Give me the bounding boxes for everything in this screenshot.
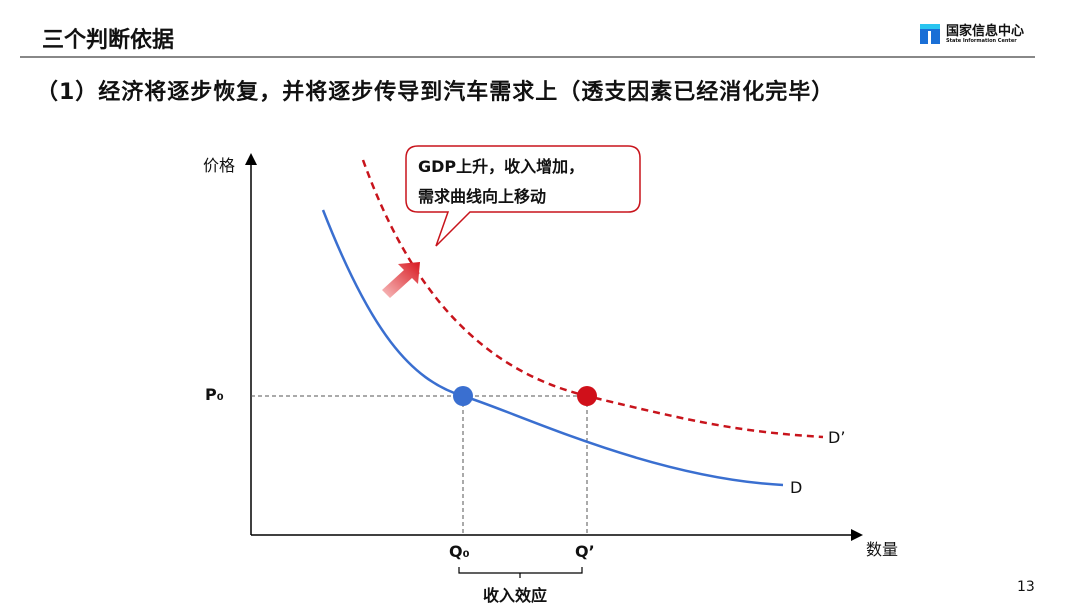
slide-subtitle: （1）经济将逐步恢复，并将逐步传导到汽车需求上（透支因素已经消化完毕） bbox=[36, 80, 835, 105]
y-axis-label: 价格 bbox=[203, 156, 236, 175]
curve-d-label: D bbox=[790, 478, 803, 497]
q1-label: Q’ bbox=[575, 542, 595, 561]
title-divider bbox=[20, 56, 1035, 58]
slide-title: 三个判断依据 bbox=[42, 28, 175, 53]
demand-curve-d bbox=[321, 209, 784, 487]
income-effect-bracket bbox=[458, 567, 583, 578]
callout-line-1: GDP上升，收入增加， bbox=[418, 157, 585, 176]
demand-curve-d-shifted bbox=[361, 159, 824, 439]
q0-label: Q₀ bbox=[449, 542, 470, 561]
p0-label: P₀ bbox=[205, 385, 224, 404]
equilibrium-point-original bbox=[453, 386, 473, 406]
logo-name-en: State Information Center bbox=[946, 37, 1017, 44]
callout-text: GDP上升，收入增加， 需求曲线向上移动 bbox=[418, 152, 584, 212]
x-axis-label: 数量 bbox=[866, 540, 899, 559]
logo-name-cn: 国家信息中心 bbox=[946, 23, 1025, 39]
logo-icon bbox=[920, 24, 940, 44]
equilibrium-point-shifted bbox=[577, 386, 597, 406]
shift-arrow-icon bbox=[382, 262, 420, 298]
income-effect-label: 收入效应 bbox=[483, 586, 548, 605]
page-number: 13 bbox=[1017, 579, 1035, 595]
callout-line-2: 需求曲线向上移动 bbox=[418, 187, 547, 206]
logo: 国家信息中心 State Information Center bbox=[920, 24, 1024, 44]
callout-box bbox=[405, 145, 641, 247]
curve-d-shifted-label: D’ bbox=[828, 428, 846, 447]
